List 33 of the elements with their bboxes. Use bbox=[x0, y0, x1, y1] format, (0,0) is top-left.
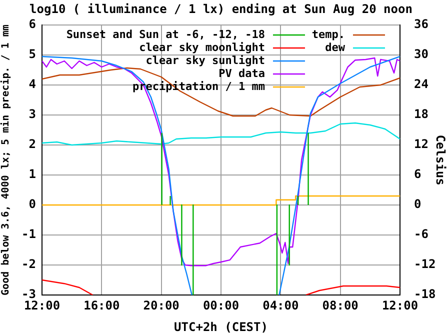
legend-label: Sunset and Sun at -6, -12, -18 bbox=[66, 28, 265, 41]
y2-tick-label: 36 bbox=[414, 17, 428, 32]
legend-label: clear sky sunlight bbox=[146, 54, 265, 67]
y-tick-label: 0 bbox=[28, 197, 36, 212]
y2-tick-label: 30 bbox=[414, 47, 428, 62]
x-axis-title: UTC+2h (CEST) bbox=[174, 320, 268, 334]
y-tick-label: 5 bbox=[28, 47, 36, 62]
x-tick-label: 04:00 bbox=[262, 298, 299, 312]
y2-tick-label: -6 bbox=[414, 227, 428, 242]
x-tick-label: 16:00 bbox=[84, 298, 120, 312]
x-tick-label: 08:00 bbox=[322, 298, 358, 312]
legend-label: clear sky moonlight bbox=[139, 40, 265, 54]
y2-tick-label: 18 bbox=[414, 107, 428, 122]
y-tick-label: 2 bbox=[28, 137, 36, 152]
y2-tick-label: 12 bbox=[414, 137, 428, 152]
x-tick-label: 20:00 bbox=[143, 298, 180, 312]
y-tick-label: 1 bbox=[28, 167, 36, 182]
y-tick-label: -2 bbox=[22, 257, 36, 272]
chart-title: log10 ( illuminance / 1 lx) ending at Sun Aug 20 noon bbox=[30, 2, 412, 16]
legend-label: PV data bbox=[218, 66, 265, 80]
y-tick-label: 4 bbox=[28, 77, 36, 92]
y-tick-label: -1 bbox=[22, 227, 36, 242]
y2-tick-label: 24 bbox=[414, 77, 428, 92]
legend-label: dew bbox=[325, 40, 346, 54]
y2-tick-label: 6 bbox=[414, 167, 422, 182]
y2-axis-title: Celsius bbox=[434, 134, 447, 186]
y-axis-title: Good below 3.6, 4000 lx; 5 min precip. / 1 mm bbox=[0, 24, 12, 296]
y2-tick-label: -12 bbox=[414, 257, 436, 272]
x-tick-label: 00:00 bbox=[202, 298, 240, 312]
y2-tick-label: 0 bbox=[414, 197, 422, 212]
legend-label: temp. bbox=[312, 28, 345, 41]
y-tick-label: 3 bbox=[28, 107, 36, 122]
y-tick-label: 6 bbox=[28, 17, 36, 32]
